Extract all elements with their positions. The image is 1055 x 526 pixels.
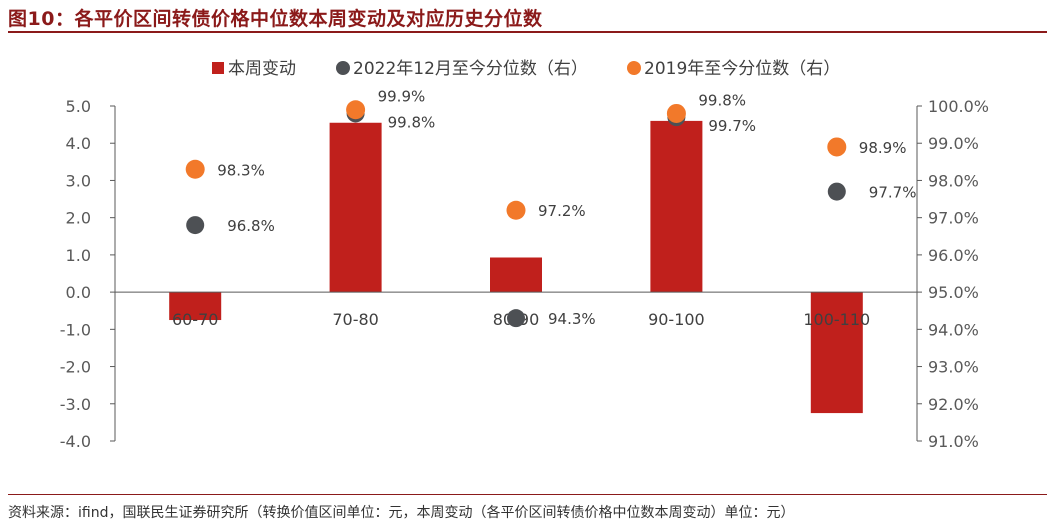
left-tick-label: -2.0 xyxy=(60,358,91,377)
left-tick-label: 4.0 xyxy=(66,134,91,153)
bar xyxy=(329,122,382,293)
data-label-2019: 99.9% xyxy=(378,88,426,106)
source-note: 资料来源：ifind，国联民生证券研究所（转换价值区间单位：元，本周变动（各平价… xyxy=(8,505,795,521)
legend-swatch-bar xyxy=(212,62,224,74)
data-label-2022: 99.8% xyxy=(388,113,436,131)
data-label-2022: 97.7% xyxy=(869,184,917,202)
category-label: 60-70 xyxy=(172,310,219,329)
left-tick-label: 1.0 xyxy=(66,246,91,265)
left-tick-label: -4.0 xyxy=(60,432,91,451)
category-label: 70-80 xyxy=(332,310,379,329)
right-tick-label: 95.0% xyxy=(928,283,979,302)
data-label-2022: 94.3% xyxy=(548,310,596,328)
right-tick-label: 100.0% xyxy=(928,97,989,116)
right-tick-label: 97.0% xyxy=(928,209,979,228)
right-tick-label: 92.0% xyxy=(928,395,979,414)
right-tick-label: 99.0% xyxy=(928,134,979,153)
bar xyxy=(810,292,863,414)
data-label-2019: 97.2% xyxy=(538,202,586,220)
left-tick-label: -1.0 xyxy=(60,320,91,339)
title-divider xyxy=(8,31,1047,33)
legend-label-2019: 2019年至今分位数（右） xyxy=(644,59,840,79)
bar xyxy=(490,257,542,293)
data-label-2019: 98.9% xyxy=(859,139,907,157)
dot-2019 xyxy=(346,100,366,120)
legend-label-2022: 2022年12月至今分位数（右） xyxy=(353,59,588,79)
dot-2022 xyxy=(827,182,846,201)
category-label: 100-110 xyxy=(803,310,870,329)
legend-swatch-2022 xyxy=(336,61,350,75)
source-divider xyxy=(8,494,1047,495)
right-tick-label: 91.0% xyxy=(928,432,979,451)
right-tick-label: 98.0% xyxy=(928,171,979,190)
left-tick-label: 3.0 xyxy=(66,171,91,190)
left-tick-label: 2.0 xyxy=(66,209,91,228)
bar xyxy=(650,120,703,293)
left-tick-label: 5.0 xyxy=(66,97,91,116)
bar xyxy=(169,292,222,321)
dot-2019 xyxy=(185,159,205,179)
dot-2022 xyxy=(507,309,525,328)
dot-2019 xyxy=(666,103,686,123)
category-label: 90-100 xyxy=(648,310,705,329)
data-label-2019: 98.3% xyxy=(217,161,265,179)
chart: 5.0 4.0 3.0 2.0 1.0 0.0 -1.0 -2.0 -3.0 -4.0 100.0%… xyxy=(60,59,989,451)
left-tick-label: 0.0 xyxy=(66,283,91,302)
right-tick-label: 93.0% xyxy=(928,358,979,377)
data-label-2019: 99.8% xyxy=(698,91,746,109)
figure-title: 图10：各平价区间转债价格中位数本周变动及对应历史分位数 xyxy=(8,8,543,30)
dot-2019 xyxy=(506,200,526,220)
legend-swatch-2019 xyxy=(627,61,641,75)
left-tick-label: -3.0 xyxy=(60,395,91,414)
legend-label-bar: 本周变动 xyxy=(228,59,296,79)
right-tick-label: 96.0% xyxy=(928,246,979,265)
dot-2022 xyxy=(186,216,205,235)
right-tick-label: 94.0% xyxy=(928,320,979,339)
data-label-2022: 96.8% xyxy=(227,217,275,235)
data-label-2022: 99.7% xyxy=(708,117,756,135)
dot-2019 xyxy=(827,137,847,157)
